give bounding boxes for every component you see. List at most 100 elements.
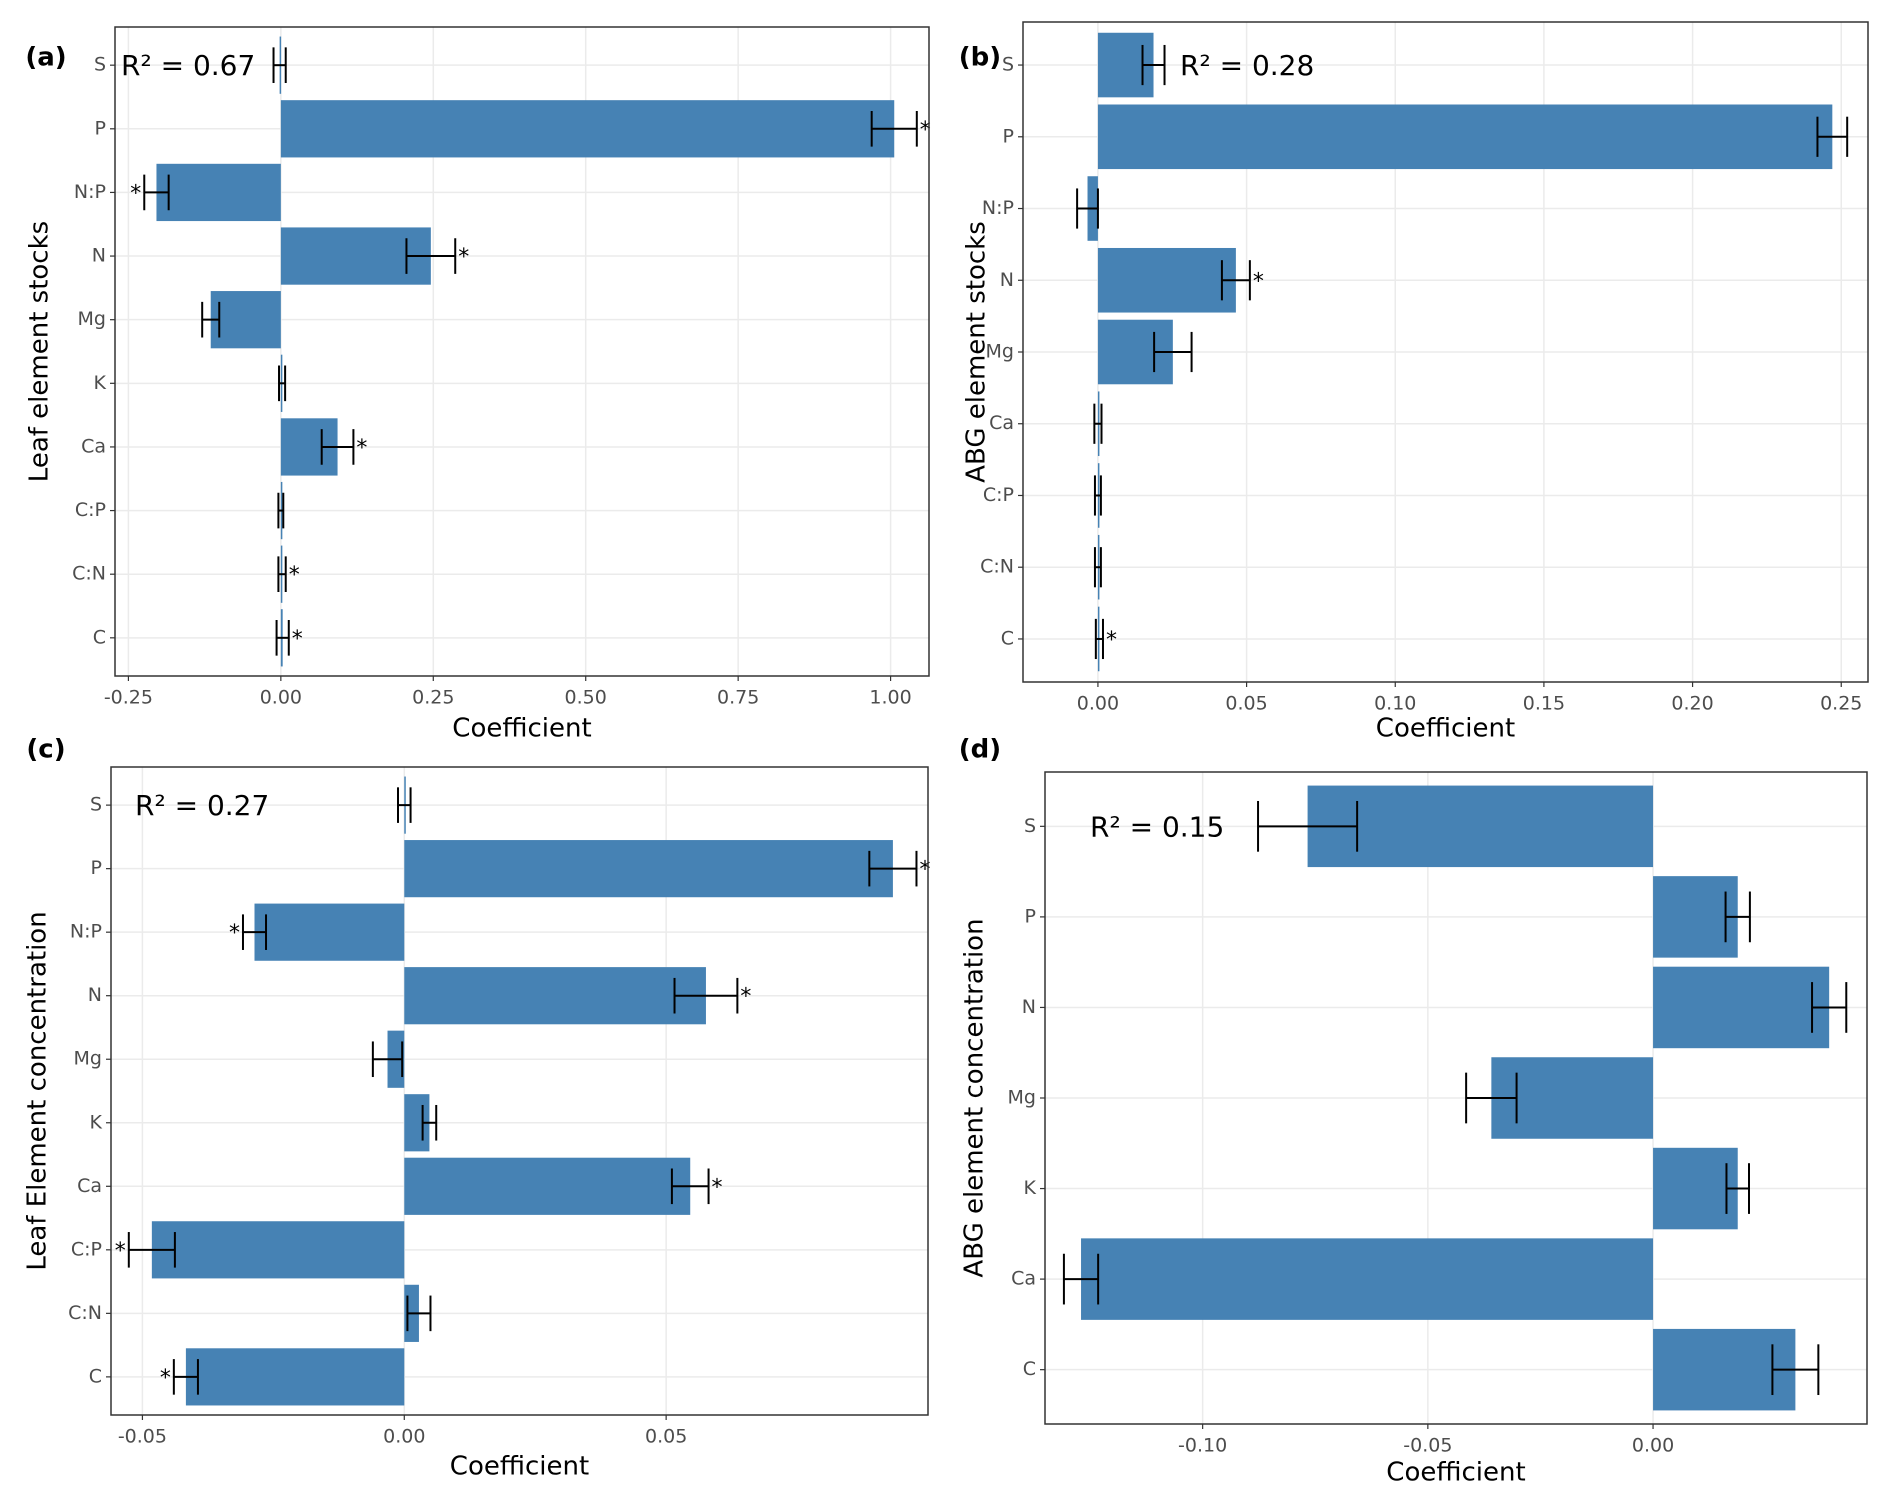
y-tick-label: C:P <box>983 484 1014 506</box>
bar <box>1097 104 1833 170</box>
bar <box>185 1348 405 1406</box>
x-tick-label: -0.05 <box>118 1426 167 1448</box>
bar <box>254 903 405 961</box>
significance-mark: * <box>356 436 367 461</box>
significance-mark: * <box>229 921 240 946</box>
error-bar <box>1093 547 1102 588</box>
y-tick-label: Ca <box>1011 1268 1036 1290</box>
significance-mark: * <box>115 1239 126 1264</box>
x-tick-label: 0.75 <box>717 687 759 709</box>
bar <box>404 967 706 1025</box>
x-tick-label: 0.25 <box>1820 693 1862 715</box>
y-tick-label: C <box>93 626 106 648</box>
significance-mark: * <box>740 985 751 1010</box>
r2-annotation: R² = 0.28 <box>1180 49 1314 82</box>
y-tick-label: C:P <box>75 499 106 521</box>
plot-border <box>110 766 929 1416</box>
error-bar <box>172 1359 199 1395</box>
bar <box>1653 876 1738 958</box>
y-tick-label: C <box>1023 1358 1036 1380</box>
y-tick-label: N <box>92 245 106 267</box>
x-tick-label: 1.00 <box>869 687 911 709</box>
x-axis-title: Coefficient <box>452 714 591 744</box>
error-bar <box>1153 331 1193 373</box>
y-tick-label: Ca <box>81 435 106 457</box>
y-tick-label: Mg <box>78 308 106 330</box>
r2-annotation: R² = 0.27 <box>135 789 269 822</box>
error-bar <box>127 1232 176 1268</box>
y-axis-title: ABG element stocks <box>962 221 992 483</box>
y-tick-label: Mg <box>1008 1087 1036 1109</box>
error-bar <box>371 1041 404 1078</box>
x-tick-label: 0.50 <box>565 687 607 709</box>
error-bar <box>1220 260 1251 301</box>
error-bar <box>406 1295 432 1332</box>
y-axis-title: Leaf element stocks <box>25 221 55 482</box>
error-bar <box>1811 982 1848 1033</box>
error-bar <box>201 301 221 338</box>
y-tick-label: P <box>1025 905 1036 927</box>
bar <box>210 291 281 349</box>
bar <box>1653 966 1830 1049</box>
bar <box>404 1157 691 1215</box>
significance-mark: * <box>920 118 931 143</box>
error-bar <box>870 110 918 147</box>
bar <box>1081 1238 1654 1320</box>
error-bar <box>405 238 457 274</box>
bar <box>156 163 281 222</box>
y-tick-label: P <box>91 857 102 879</box>
significance-mark: * <box>160 1366 171 1391</box>
error-bar <box>1094 618 1104 660</box>
panel-label: (b) <box>959 43 1001 73</box>
error-bar <box>1725 1163 1750 1214</box>
x-tick-label: 0.25 <box>412 687 454 709</box>
error-bar <box>1724 891 1751 943</box>
error-bar <box>396 787 412 823</box>
error-bar <box>868 850 918 887</box>
error-bar <box>272 47 287 83</box>
y-tick-label: P <box>95 117 106 139</box>
bar <box>280 100 895 158</box>
x-tick-label: 0.05 <box>1225 693 1267 715</box>
error-bar <box>143 174 170 211</box>
panel-label: (d) <box>959 735 1001 765</box>
x-axis-title: Coefficient <box>1386 1458 1525 1488</box>
plot-border <box>114 26 930 677</box>
significance-mark: * <box>1106 628 1117 653</box>
error-bar <box>320 429 355 465</box>
y-tick-label: N:P <box>74 181 106 203</box>
x-tick-label: 0.00 <box>260 687 302 709</box>
y-tick-label: K <box>94 372 107 394</box>
panel-label: (a) <box>25 43 66 73</box>
x-axis-title: Coefficient <box>450 1452 589 1482</box>
error-bar <box>241 914 268 950</box>
x-tick-label: 0.00 <box>1077 693 1119 715</box>
y-tick-label: S <box>1024 815 1036 837</box>
y-tick-label: C:N <box>68 1302 102 1324</box>
significance-mark: * <box>919 858 930 883</box>
plot-border <box>1044 771 1868 1425</box>
y-axis-title: Leaf Element concentration <box>23 911 53 1270</box>
y-tick-label: S <box>1002 54 1014 76</box>
bar <box>1307 785 1654 868</box>
y-tick-label: C:N <box>980 556 1014 578</box>
x-tick-label: 0.20 <box>1671 693 1713 715</box>
y-tick-label: Ca <box>989 412 1014 434</box>
y-tick-label: Ca <box>77 1175 102 1197</box>
y-tick-label: Mg <box>74 1048 102 1070</box>
error-bar <box>1771 1344 1820 1396</box>
y-tick-label: N:P <box>982 197 1014 219</box>
error-bar <box>670 1168 710 1205</box>
y-tick-label: P <box>1003 125 1014 147</box>
y-tick-label: K <box>1024 1177 1037 1199</box>
x-tick-label: 0.00 <box>1632 1435 1674 1457</box>
y-tick-label: Mg <box>986 341 1014 363</box>
y-tick-label: N <box>1000 269 1014 291</box>
significance-mark: * <box>712 1175 723 1200</box>
x-axis-title: Coefficient <box>1376 714 1515 744</box>
y-tick-label: C:P <box>71 1238 102 1260</box>
bar <box>151 1221 405 1279</box>
y-tick-label: C <box>89 1365 102 1387</box>
significance-mark: * <box>1253 269 1264 294</box>
